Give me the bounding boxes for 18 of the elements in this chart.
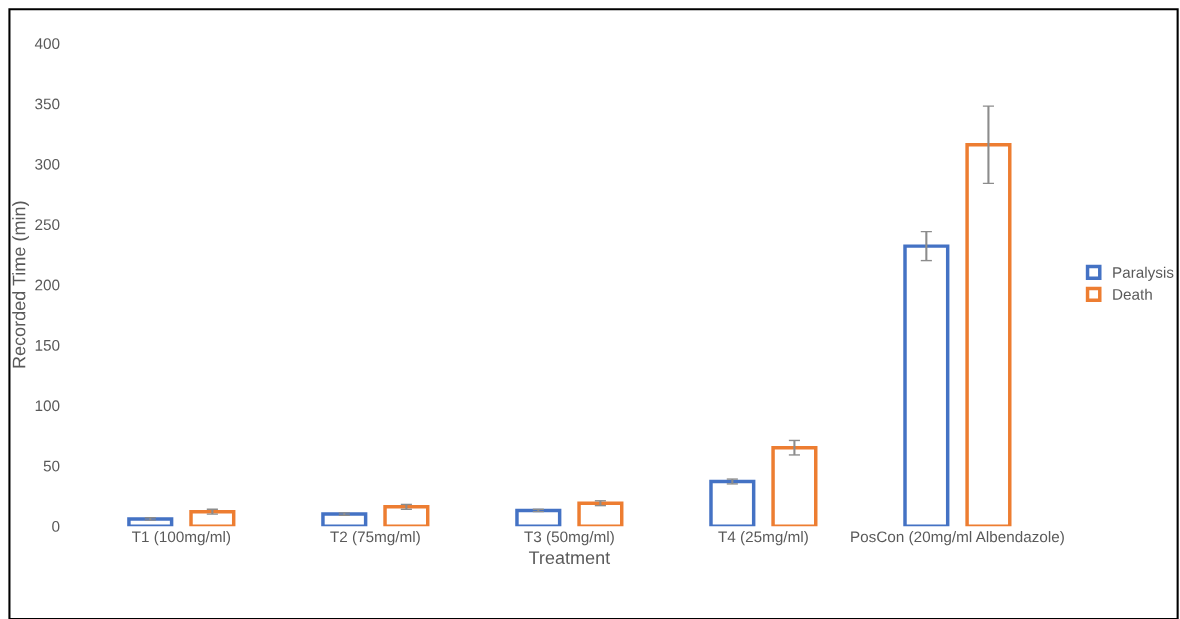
x-axis-title: Treatment xyxy=(528,551,611,565)
y-tick-label: 50 xyxy=(43,460,60,472)
y-tick-label: 400 xyxy=(34,38,60,50)
x-tick-label: T3 (50mg/ml) xyxy=(524,531,614,546)
y-tick-label: 200 xyxy=(35,279,60,291)
y-tick-label: 300 xyxy=(35,158,60,170)
x-tick-label: T1 (100mg/ml) xyxy=(132,531,231,546)
x-tick-label: T4 (25mg/ml) xyxy=(718,531,808,546)
x-tick-label: T2 (75mg/ml) xyxy=(330,531,420,546)
y-tick-label: 350 xyxy=(35,98,60,110)
y-axis-title: Recorded Time (min) xyxy=(12,201,29,368)
y-tick-label: 250 xyxy=(35,219,60,231)
x-tick-label: PosCon (20mg/ml Albendazole) xyxy=(851,531,1064,546)
y-tick-label: 100 xyxy=(35,400,60,412)
legend-label: Death xyxy=(1113,288,1152,300)
y-tick-label: 150 xyxy=(35,339,60,351)
legend-label: Paralysis xyxy=(1113,266,1174,281)
y-tick-label: 0 xyxy=(52,521,60,532)
